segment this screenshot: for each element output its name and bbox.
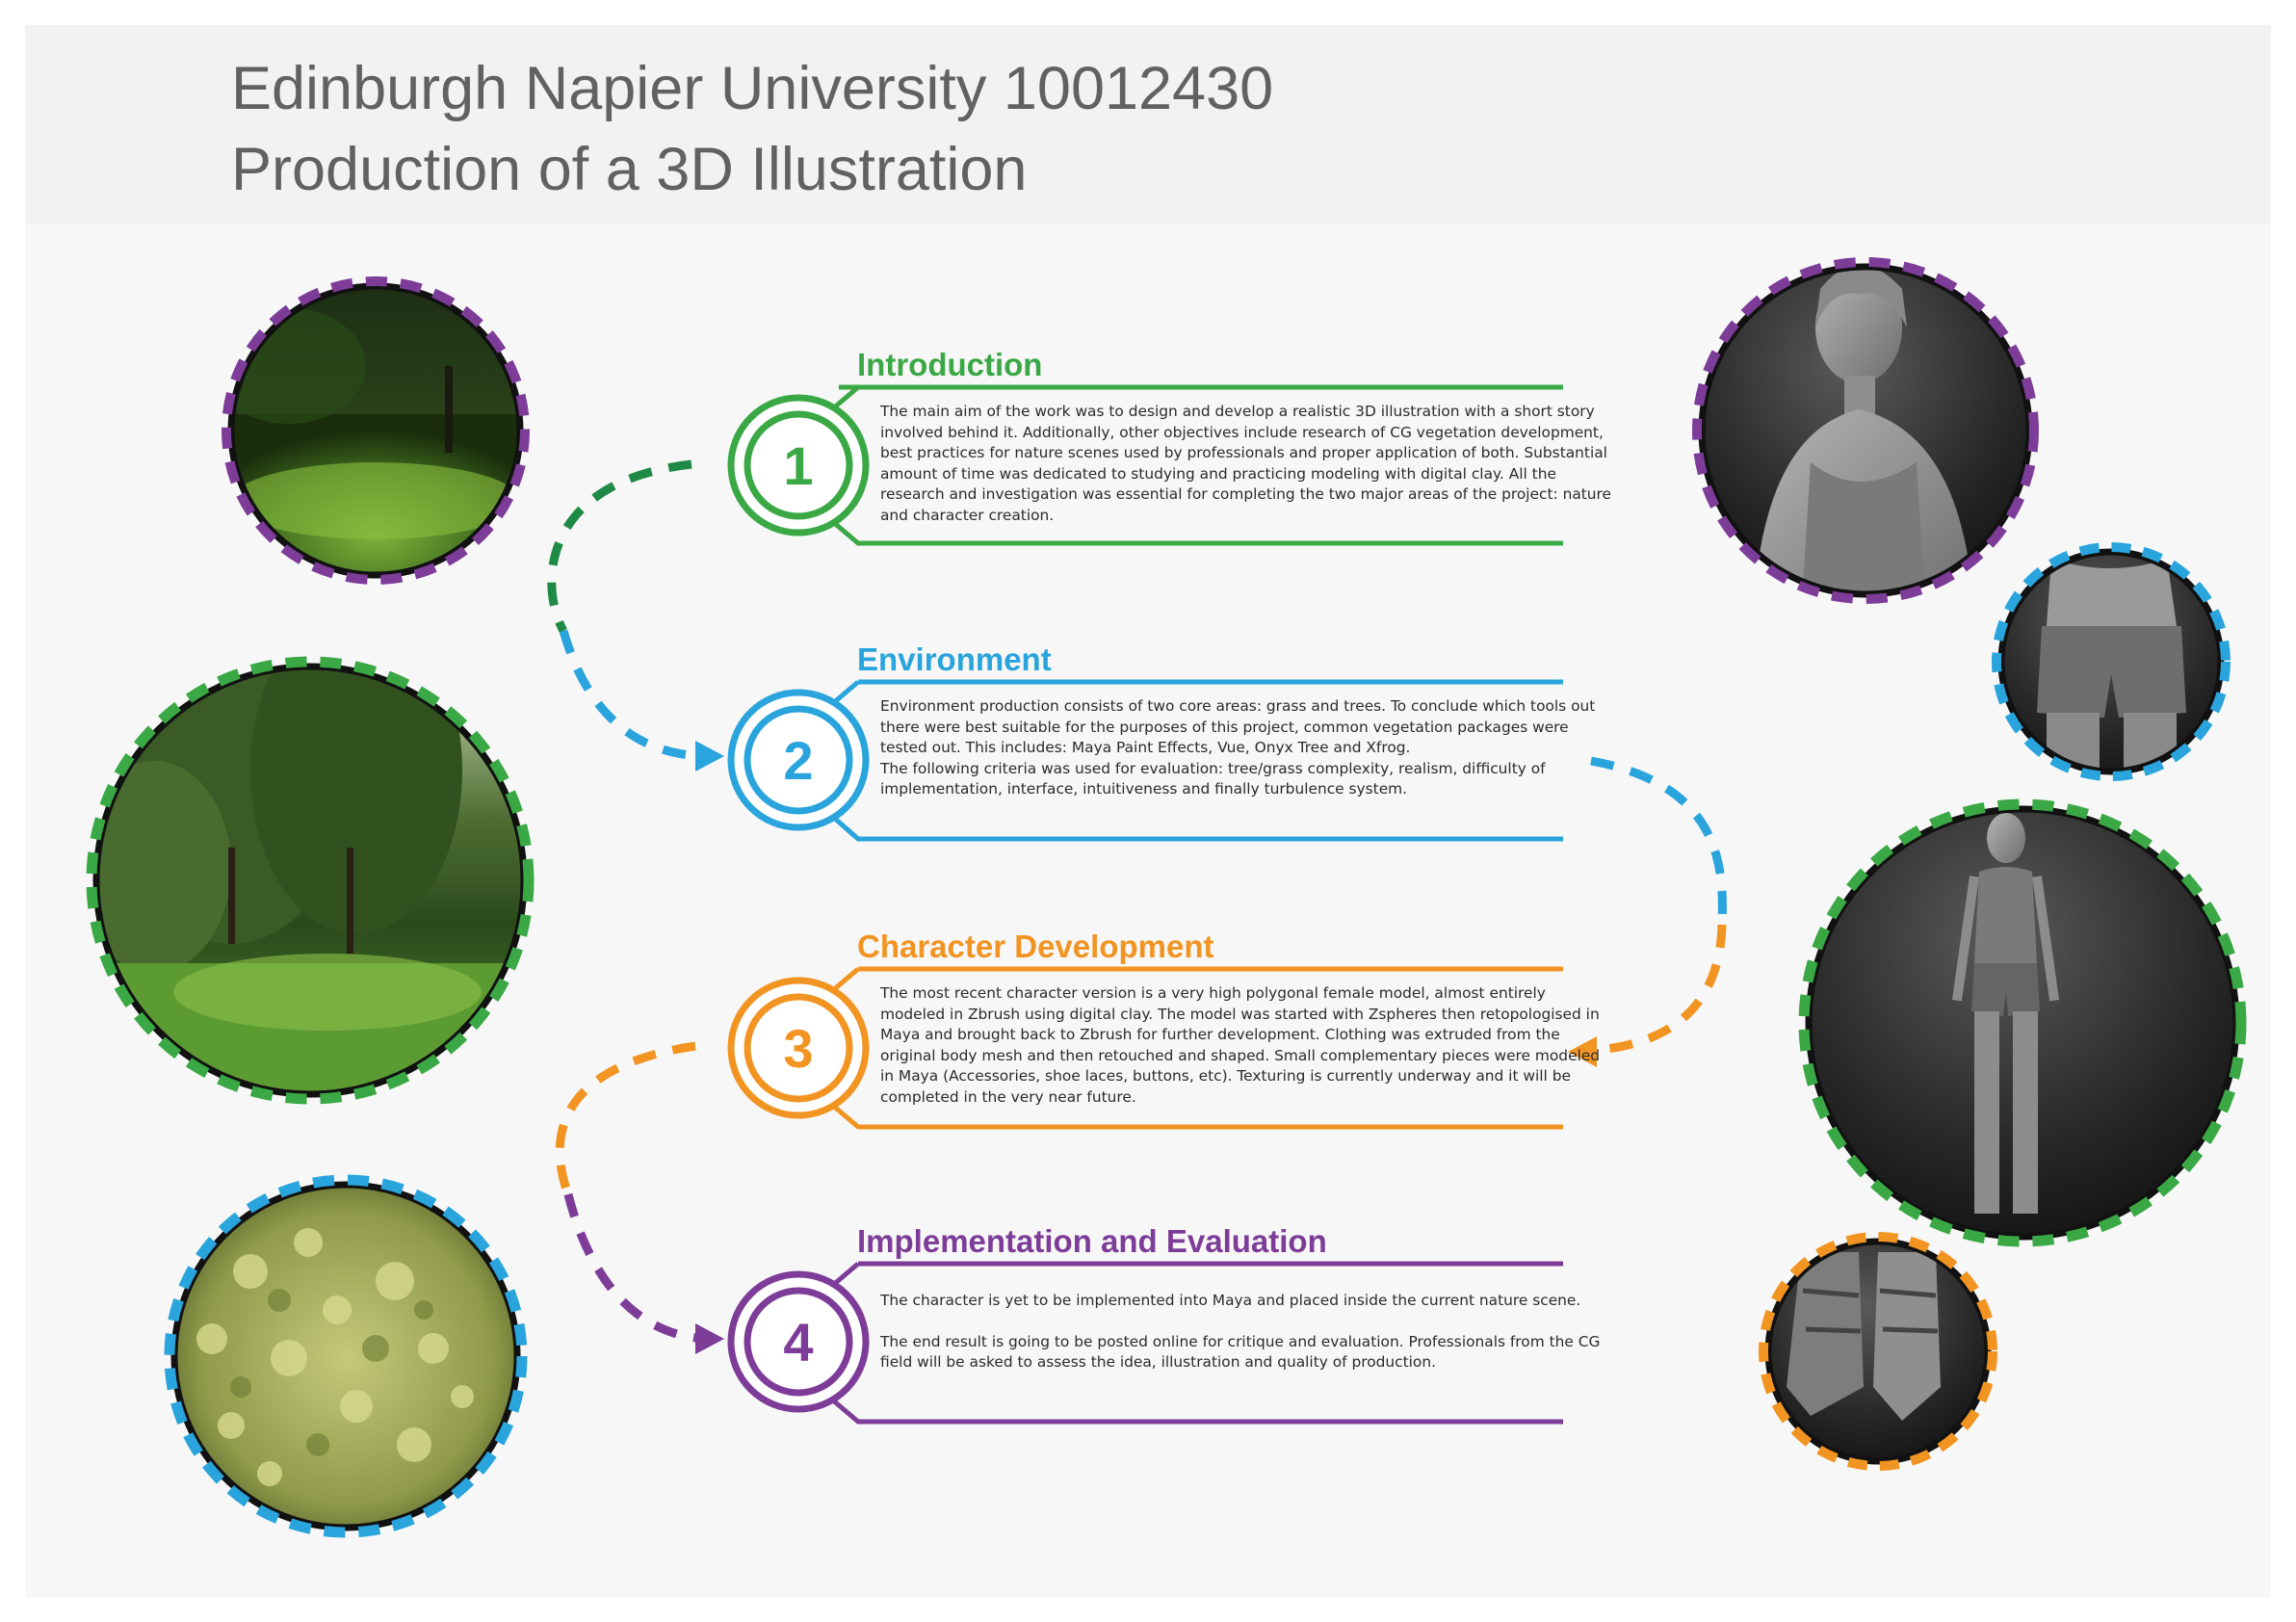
section-4-title: Implementation and Evaluation [857, 1223, 1327, 1259]
section-4-number: 4 [783, 1312, 813, 1373]
section-3-number: 3 [783, 1018, 813, 1079]
poster-subtitle: Production of a 3D Illustration [231, 136, 1028, 203]
section-4-body: The character is yet to be implemented i… [880, 1291, 1612, 1373]
section-3-body: The most recent character version is a v… [880, 983, 1612, 1109]
arrowhead-3 [1568, 1036, 1597, 1067]
section-1-paragraph: The main aim of the work was to design a… [880, 403, 1612, 524]
header-band [25, 25, 2271, 223]
image-grass-meadow [222, 276, 530, 585]
section-4-paragraph-2: The end result is going to be posted onl… [880, 1332, 1601, 1372]
section-2-number: 2 [783, 730, 813, 791]
section-3-title: Character Development [857, 929, 1214, 964]
image-shorts-closeup [1992, 542, 2231, 781]
connector-2-top [1590, 756, 1727, 926]
section-1-body: The main aim of the work was to design a… [880, 402, 1612, 527]
section-2-graphic: 2 [727, 679, 1563, 842]
image-leaf-bush [164, 1174, 528, 1538]
poster-title: Edinburgh Napier University 10012430 [231, 55, 1274, 122]
section-3-graphic: 3 [727, 966, 1563, 1130]
section-2-paragraph-2: The following criteria was used for eval… [880, 759, 1546, 798]
connector-1-top [547, 459, 692, 634]
connector-3-top [555, 1041, 696, 1196]
section-2-body: Environment production consists of two c… [880, 696, 1612, 800]
arrowhead-2 [695, 741, 724, 772]
section-2-paragraph-1: Environment production consists of two c… [880, 697, 1596, 757]
connector-1-bottom [559, 629, 709, 761]
connector-2-bottom [1598, 924, 1727, 1055]
image-character-full-body [1798, 798, 2247, 1247]
image-character-bust [1692, 257, 2039, 604]
section-2-title: Environment [857, 641, 1052, 677]
section-1-graphic: 1 [727, 384, 1563, 546]
section-3-paragraph: The most recent character version is a v… [880, 984, 1601, 1106]
image-trees-scene [86, 656, 535, 1105]
connector-3-bottom [563, 1192, 709, 1344]
section-1-number: 1 [783, 435, 813, 496]
section-4-graphic: 4 [727, 1261, 1563, 1425]
image-boots-closeup [1759, 1232, 1997, 1471]
section-1-title: Introduction [857, 347, 1043, 382]
section-4-paragraph-1: The character is yet to be implemented i… [880, 1292, 1581, 1309]
arrowhead-4 [695, 1323, 724, 1354]
